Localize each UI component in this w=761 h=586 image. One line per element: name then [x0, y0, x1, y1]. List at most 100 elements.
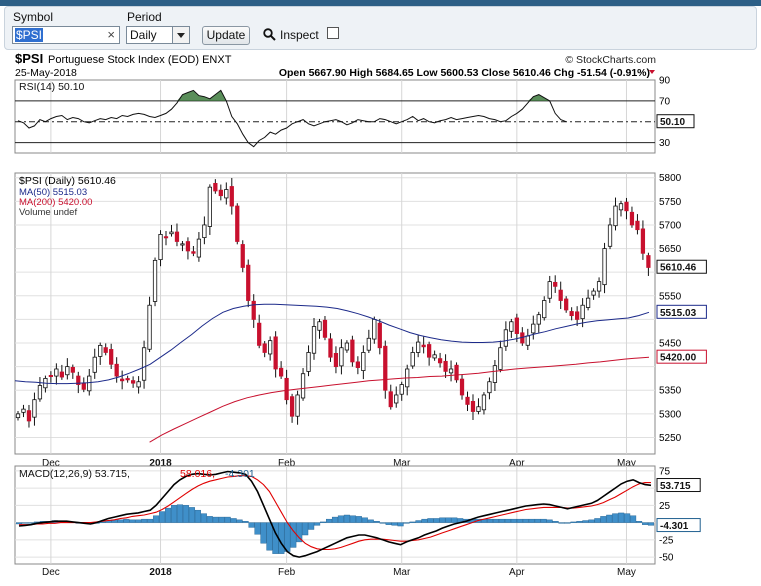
candle-body — [542, 300, 547, 319]
macd-histogram-bar — [612, 513, 619, 523]
candle-body — [147, 304, 152, 350]
macd-histogram-bar — [427, 518, 434, 523]
candle-body — [213, 182, 218, 192]
macd-hist-last-value: -4.301 — [660, 521, 689, 532]
macd-histogram-bar — [182, 505, 189, 523]
macd-histogram-bar — [331, 516, 339, 523]
ma200-last-value-box — [656, 349, 707, 364]
x-tick-label: Dec — [42, 458, 60, 469]
macd-histogram-bar — [147, 518, 154, 523]
price-y-tick-label: 5350 — [659, 386, 682, 397]
x-tick-label: Mar — [393, 458, 411, 469]
candle-body — [218, 189, 223, 197]
chevron-down-icon[interactable] — [172, 27, 189, 43]
candle-body — [607, 224, 613, 247]
price-last-close: 5610.46 — [660, 263, 697, 274]
rsi-panel: 90 70 30 50.10 RSI(14) 50.10 — [14, 76, 695, 154]
x-tick-label: Apr — [509, 567, 525, 578]
candle-body — [257, 322, 262, 346]
macd-histogram-bar — [636, 521, 643, 523]
rsi-last-value: 50.10 — [660, 117, 685, 128]
macd-histogram-bar — [117, 519, 124, 523]
top-accent-bar — [0, 0, 761, 6]
macd-histogram-bar — [379, 522, 386, 524]
candle-body — [509, 321, 514, 332]
x-tick-label: 2018 — [149, 458, 172, 469]
macd-histogram-bar — [212, 516, 219, 523]
period-select[interactable]: Daily — [126, 26, 190, 44]
macd-histogram-bar — [15, 522, 23, 525]
candle-body — [278, 367, 284, 377]
candle-body — [120, 378, 125, 382]
candle-body — [350, 339, 355, 363]
macd-histogram-bar — [391, 522, 398, 526]
symbol-input[interactable]: $PSI × — [12, 26, 120, 44]
candle-body — [180, 243, 185, 246]
ma50-last-value-box — [656, 304, 707, 319]
inspect-checkbox[interactable] — [327, 27, 339, 39]
candle-body — [26, 410, 32, 422]
chart-date: 25-May-2018 — [15, 67, 77, 79]
candle-body — [306, 352, 311, 372]
price-y-tick-label: 5300 — [659, 409, 682, 420]
candle-body — [136, 381, 141, 388]
change-down-icon — [649, 70, 655, 74]
candle-body — [383, 345, 388, 391]
macd-histogram-bar — [504, 518, 511, 523]
macd-histogram-bar — [343, 514, 350, 523]
candle-body — [470, 400, 476, 412]
legend-volume: Volume undef — [19, 207, 77, 218]
macd-histogram-bar — [170, 505, 178, 523]
candle-body — [569, 311, 574, 317]
ma200-last-value: 5420.00 — [660, 353, 697, 364]
price-y-tick-label: 5750 — [659, 197, 682, 208]
candle-body — [185, 241, 191, 252]
x-tick-label: Apr — [509, 458, 525, 469]
rsi-last-value-box — [656, 114, 695, 129]
macd-histogram-bar — [284, 522, 291, 552]
candle-body — [421, 344, 426, 348]
price-y-tick-label: 5650 — [659, 244, 682, 255]
candle-body — [361, 352, 366, 371]
rsi-title: RSI(14) 50.10 — [19, 81, 85, 93]
candle-body — [339, 347, 344, 367]
price-y-tick-label: 5550 — [659, 291, 682, 302]
candle-body — [59, 371, 64, 378]
macd-histogram-bar — [647, 522, 655, 526]
candle-body — [169, 231, 174, 235]
legend-ma50: MA(50) 5515.03 — [19, 187, 87, 198]
macd-histogram-bar — [314, 522, 321, 526]
macd-histogram-bar — [564, 522, 571, 524]
candle-body — [476, 406, 481, 412]
price-y-tick-label: 5700 — [659, 220, 682, 231]
candle-body — [465, 396, 470, 405]
price-panel: 5800 5750 5700 5650 5550 5450 5350 5300 5250 5610… — [14, 172, 707, 469]
candle-body — [21, 408, 26, 413]
candle-body — [81, 382, 86, 390]
macd-histogram-bar — [415, 520, 422, 523]
candle-body — [240, 244, 245, 268]
macd-histogram-bar — [588, 519, 595, 523]
macd-histogram-bar — [433, 518, 440, 523]
legend-ma200: MA(200) 5420.00 — [19, 197, 92, 208]
macd-histogram-bar — [188, 507, 195, 523]
macd-histogram-bar — [200, 513, 207, 523]
symbol-label: Symbol — [13, 10, 54, 24]
macd-histogram-bar — [582, 520, 589, 523]
macd-histogram-bar — [630, 515, 637, 523]
candle-body — [558, 289, 563, 301]
candle-body — [503, 329, 509, 347]
candle-body — [487, 381, 492, 394]
x-tick-label: May — [617, 567, 636, 578]
macd-histogram-bar — [135, 519, 142, 523]
clear-icon[interactable]: × — [107, 27, 115, 42]
macd-histogram-bar — [439, 517, 446, 523]
update-button[interactable]: Update — [202, 26, 250, 45]
chart-title-symbol: $PSI — [15, 51, 43, 66]
symbol-input-value: $PSI — [15, 28, 44, 42]
candle-body — [399, 384, 404, 395]
candle-body — [70, 366, 75, 373]
candle-body — [580, 304, 585, 320]
candle-body — [54, 368, 59, 377]
macd-histogram-bar — [302, 522, 309, 536]
